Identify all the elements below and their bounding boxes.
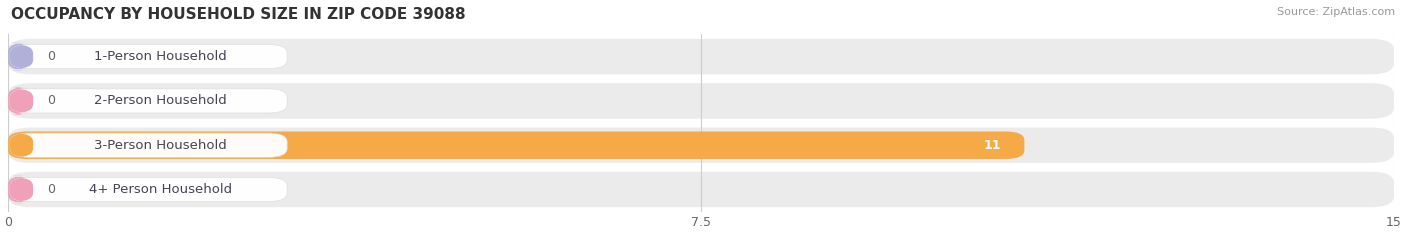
Text: 3-Person Household: 3-Person Household — [94, 139, 226, 152]
FancyBboxPatch shape — [10, 45, 34, 69]
FancyBboxPatch shape — [10, 133, 34, 157]
FancyBboxPatch shape — [10, 45, 287, 69]
FancyBboxPatch shape — [8, 39, 1393, 74]
FancyBboxPatch shape — [10, 89, 34, 113]
FancyBboxPatch shape — [8, 127, 1393, 163]
Text: 4+ Person Household: 4+ Person Household — [89, 183, 232, 196]
Text: 11: 11 — [984, 139, 1001, 152]
Text: 0: 0 — [46, 50, 55, 63]
FancyBboxPatch shape — [8, 43, 28, 70]
Text: Source: ZipAtlas.com: Source: ZipAtlas.com — [1277, 7, 1395, 17]
FancyBboxPatch shape — [10, 178, 34, 202]
FancyBboxPatch shape — [8, 176, 28, 203]
FancyBboxPatch shape — [10, 89, 287, 113]
Text: 1-Person Household: 1-Person Household — [94, 50, 226, 63]
Text: 0: 0 — [46, 94, 55, 107]
FancyBboxPatch shape — [8, 131, 1025, 159]
Text: 2-Person Household: 2-Person Household — [94, 94, 226, 107]
FancyBboxPatch shape — [8, 87, 28, 115]
Text: 0: 0 — [46, 183, 55, 196]
FancyBboxPatch shape — [8, 83, 1393, 119]
FancyBboxPatch shape — [8, 172, 1393, 207]
Text: OCCUPANCY BY HOUSEHOLD SIZE IN ZIP CODE 39088: OCCUPANCY BY HOUSEHOLD SIZE IN ZIP CODE … — [11, 7, 465, 22]
FancyBboxPatch shape — [10, 133, 287, 157]
FancyBboxPatch shape — [10, 178, 287, 202]
